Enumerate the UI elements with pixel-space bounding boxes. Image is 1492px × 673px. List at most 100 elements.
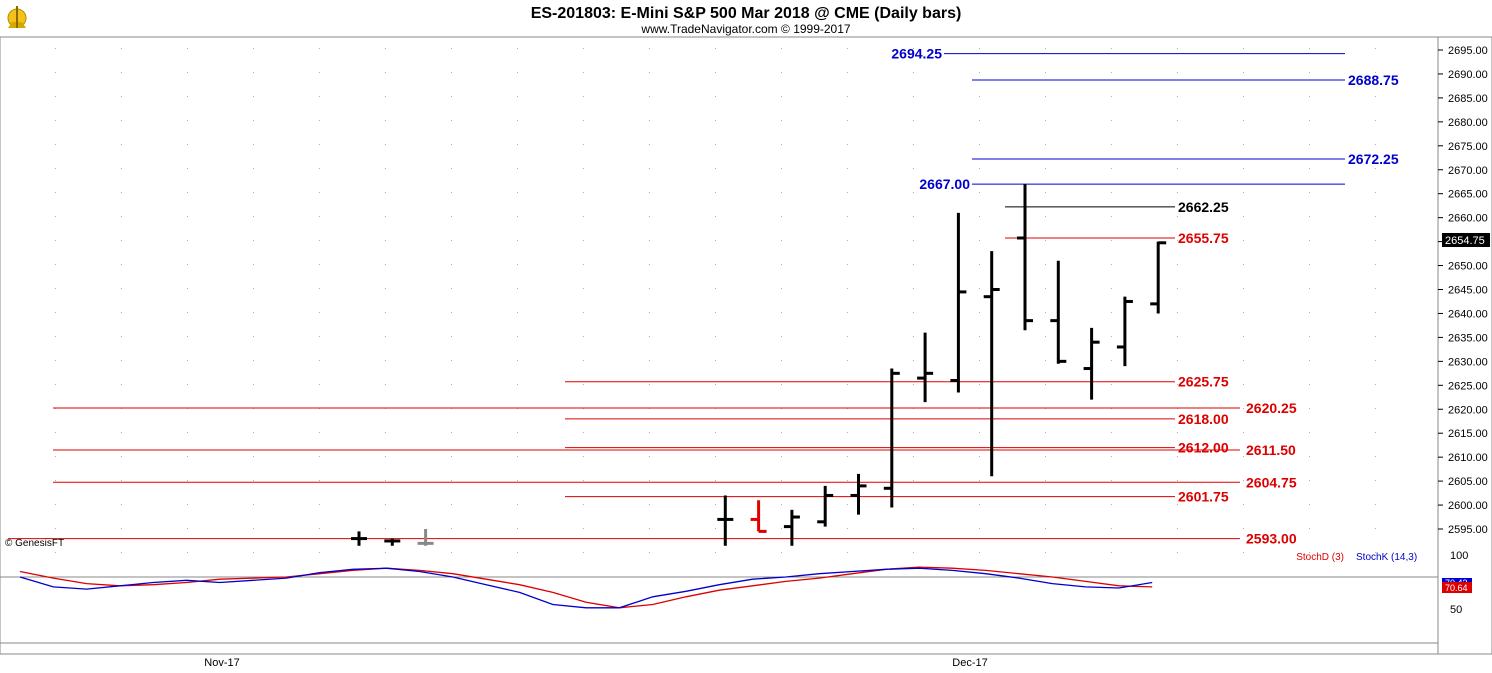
grid-dot: [979, 264, 980, 265]
grid-dot: [979, 432, 980, 433]
grid-dot: [847, 120, 848, 121]
grid-dot: [121, 384, 122, 385]
grid-dot: [319, 240, 320, 241]
grid-dot: [913, 384, 914, 385]
grid-dot: [319, 312, 320, 313]
grid-dot: [583, 72, 584, 73]
grid-dot: [253, 168, 254, 169]
grid-dot: [649, 552, 650, 553]
grid-dot: [55, 456, 56, 457]
grid-dot: [1309, 528, 1310, 529]
grid-dot: [1177, 528, 1178, 529]
grid-dot: [121, 216, 122, 217]
grid-dot: [1177, 96, 1178, 97]
grid-dot: [1375, 504, 1376, 505]
grid-dot: [1177, 120, 1178, 121]
grid-dot: [1045, 312, 1046, 313]
grid-dot: [913, 192, 914, 193]
grid-dot: [121, 528, 122, 529]
grid-dot: [1309, 456, 1310, 457]
level-label: 2620.25: [1246, 400, 1297, 416]
grid-dot: [583, 312, 584, 313]
grid-dot: [715, 72, 716, 73]
grid-dot: [451, 96, 452, 97]
grid-dot: [253, 432, 254, 433]
grid-dot: [1111, 480, 1112, 481]
grid-dot: [1177, 552, 1178, 553]
grid-dot: [781, 120, 782, 121]
grid-dot: [55, 48, 56, 49]
grid-dot: [121, 552, 122, 553]
grid-dot: [913, 168, 914, 169]
grid-dot: [1177, 168, 1178, 169]
grid-dot: [187, 504, 188, 505]
grid-dot: [1375, 48, 1376, 49]
grid-dot: [649, 216, 650, 217]
grid-dot: [1375, 360, 1376, 361]
grid-dot: [385, 216, 386, 217]
grid-dot: [649, 288, 650, 289]
grid-dot: [1375, 432, 1376, 433]
grid-dot: [451, 552, 452, 553]
grid-dot: [1243, 144, 1244, 145]
grid-dot: [1045, 96, 1046, 97]
grid-dot: [913, 120, 914, 121]
grid-dot: [715, 504, 716, 505]
grid-dot: [1177, 72, 1178, 73]
grid-dot: [1111, 288, 1112, 289]
grid-dot: [385, 336, 386, 337]
grid-dot: [649, 48, 650, 49]
y-tick-label: 2625.00: [1448, 380, 1488, 392]
grid-dot: [319, 384, 320, 385]
grid-dot: [649, 120, 650, 121]
grid-dot: [1111, 552, 1112, 553]
grid-dot: [1111, 384, 1112, 385]
grid-dot: [847, 192, 848, 193]
y-tick-label: 2610.00: [1448, 452, 1488, 464]
level-label: 2618.00: [1178, 411, 1229, 427]
level-label: 2601.75: [1178, 489, 1229, 505]
grid-dot: [781, 336, 782, 337]
grid-dot: [1375, 264, 1376, 265]
grid-dot: [1309, 240, 1310, 241]
grid-dot: [517, 96, 518, 97]
grid-dot: [1111, 456, 1112, 457]
x-label-nov: Nov-17: [204, 657, 239, 669]
grid-dot: [781, 288, 782, 289]
ohlc-bar: [983, 251, 1000, 477]
grid-dot: [187, 168, 188, 169]
grid-dot: [1243, 120, 1244, 121]
grid-dot: [187, 192, 188, 193]
grid-dot: [517, 144, 518, 145]
grid-dot: [121, 168, 122, 169]
level-label: 2611.50: [1246, 442, 1296, 458]
grid-dot: [253, 48, 254, 49]
grid-dot: [979, 72, 980, 73]
x-label-dec: Dec-17: [952, 657, 987, 669]
grid-dot: [385, 264, 386, 265]
grid-dot: [187, 288, 188, 289]
grid-dot: [847, 168, 848, 169]
grid-dot: [121, 240, 122, 241]
grid-dot: [847, 504, 848, 505]
grid-dot: [1309, 480, 1310, 481]
y-tick-label: 2665.00: [1448, 189, 1488, 201]
legend-stochk: StochK (14,3): [1356, 552, 1417, 563]
grid-dot: [979, 240, 980, 241]
grid-dot: [1309, 552, 1310, 553]
grid-dot: [451, 480, 452, 481]
grid-dot: [979, 552, 980, 553]
grid-dot: [1375, 120, 1376, 121]
stochd-last-label: 70.64: [1445, 583, 1468, 593]
grid-dot: [517, 336, 518, 337]
y-tick-label: 2660.00: [1448, 213, 1488, 225]
ohlc-bar: [1017, 184, 1033, 331]
grid-dot: [583, 144, 584, 145]
grid-dot: [847, 216, 848, 217]
grid-dot: [583, 240, 584, 241]
grid-dot: [385, 48, 386, 49]
grid-dot: [1375, 288, 1376, 289]
level-label: 2662.25: [1178, 199, 1229, 215]
grid-dot: [847, 384, 848, 385]
grid-dot: [1111, 240, 1112, 241]
